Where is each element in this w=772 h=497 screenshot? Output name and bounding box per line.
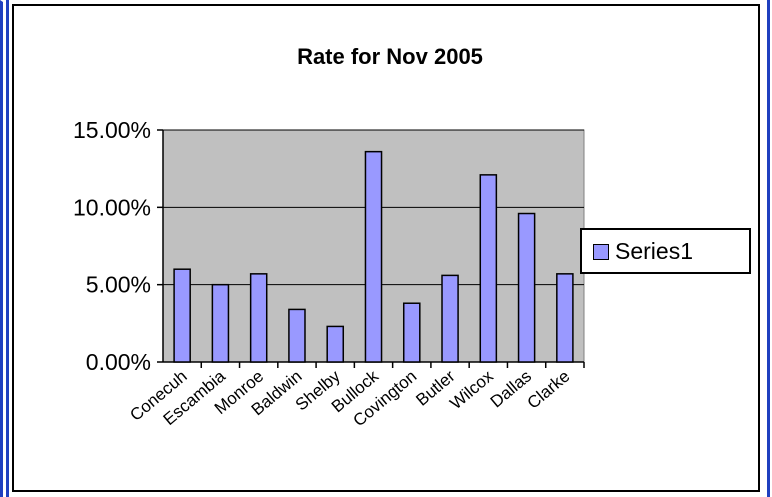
y-tick-label: 10.00% (73, 194, 151, 220)
x-tick-label: Wilcox (446, 366, 497, 413)
bar (364, 150, 383, 363)
bar (556, 273, 574, 363)
bar (326, 325, 345, 363)
bar (249, 273, 268, 363)
y-tick-label: 0.00% (86, 349, 151, 375)
frame-right-border (767, 0, 770, 497)
x-tick-label: Clarke (524, 367, 574, 413)
y-tick-label: 5.00% (86, 272, 151, 298)
frame-left-border (6, 0, 9, 497)
legend: Series1 (580, 228, 751, 274)
bar (517, 212, 536, 363)
legend-label: Series1 (615, 238, 693, 264)
bar (441, 274, 459, 363)
bar (402, 302, 421, 363)
legend-swatch (593, 244, 609, 260)
bar (479, 174, 498, 363)
bar (173, 268, 191, 363)
bar (288, 308, 306, 363)
chart-title: Rate for Nov 2005 (297, 44, 483, 69)
y-tick-label: 15.00% (73, 117, 151, 143)
bar (211, 283, 230, 363)
